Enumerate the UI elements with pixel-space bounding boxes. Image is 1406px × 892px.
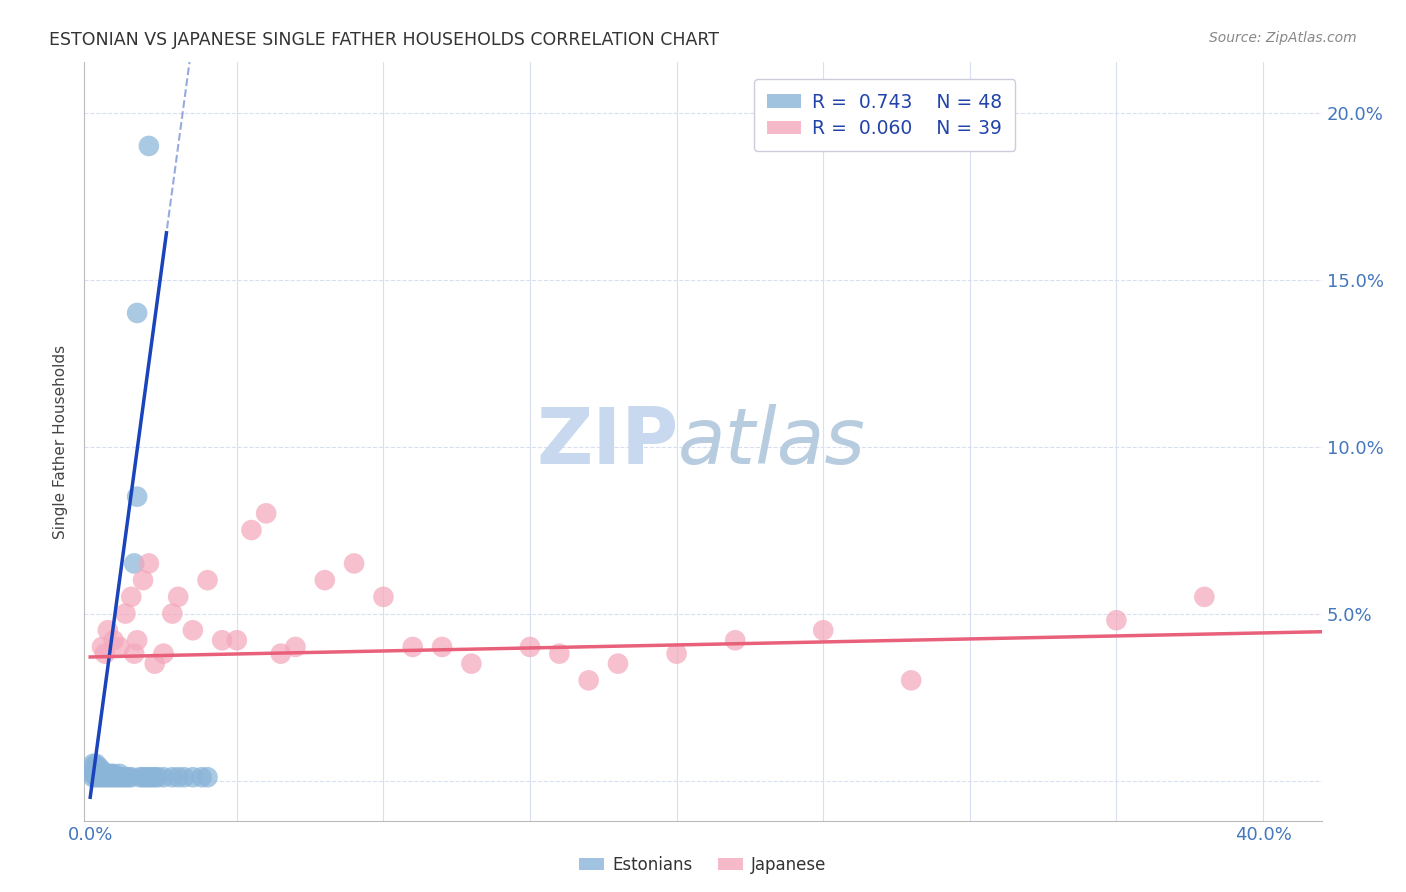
Point <box>82 756 104 771</box>
Point <box>108 640 131 654</box>
Point <box>84 770 107 784</box>
Point <box>373 590 395 604</box>
Point <box>94 770 117 784</box>
Point <box>84 756 107 771</box>
Point <box>84 767 107 781</box>
Point <box>120 590 142 604</box>
Point <box>94 767 117 781</box>
Point <box>82 767 104 781</box>
Point <box>84 760 107 774</box>
Point <box>132 573 155 587</box>
Point <box>132 770 155 784</box>
Point <box>120 770 142 784</box>
Point <box>197 573 219 587</box>
Point <box>84 764 107 778</box>
Point <box>167 590 190 604</box>
Point <box>87 767 110 781</box>
Point <box>181 770 204 784</box>
Point <box>94 647 117 661</box>
Point <box>190 770 212 784</box>
Point <box>314 573 336 587</box>
Point <box>108 767 131 781</box>
Point <box>1105 613 1128 627</box>
Point <box>430 640 453 654</box>
Point <box>91 767 114 781</box>
Legend: Estonians, Japanese: Estonians, Japanese <box>572 849 834 880</box>
Point <box>284 640 307 654</box>
Point <box>343 557 366 571</box>
Point <box>607 657 630 671</box>
Point <box>97 770 120 784</box>
Point <box>211 633 233 648</box>
Point <box>114 770 136 784</box>
Point <box>141 770 163 784</box>
Point <box>91 640 114 654</box>
Point <box>270 647 292 661</box>
Point <box>87 760 110 774</box>
Point <box>138 557 160 571</box>
Point <box>240 523 263 537</box>
Point <box>143 770 166 784</box>
Point <box>811 624 834 638</box>
Point <box>135 770 157 784</box>
Point <box>460 657 482 671</box>
Point <box>143 657 166 671</box>
Point <box>519 640 541 654</box>
Point <box>122 557 145 571</box>
Point <box>162 607 184 621</box>
Text: atlas: atlas <box>678 403 866 480</box>
Point <box>127 633 149 648</box>
Point <box>87 764 110 778</box>
Point <box>82 770 104 784</box>
Point <box>146 770 169 784</box>
Point <box>103 770 125 784</box>
Point <box>91 770 114 784</box>
Point <box>105 770 128 784</box>
Point <box>665 647 688 661</box>
Point <box>82 764 104 778</box>
Text: ZIP: ZIP <box>536 403 678 480</box>
Point <box>724 633 747 648</box>
Point <box>1194 590 1216 604</box>
Point <box>127 490 149 504</box>
Point <box>162 770 184 784</box>
Point <box>225 633 247 648</box>
Point <box>167 770 190 784</box>
Point <box>152 770 174 784</box>
Point <box>97 767 120 781</box>
Point <box>82 760 104 774</box>
Point <box>103 767 125 781</box>
Point <box>108 770 131 784</box>
Point <box>91 764 114 778</box>
Point <box>100 767 122 781</box>
Point <box>114 607 136 621</box>
Point <box>578 673 600 688</box>
Point <box>117 770 139 784</box>
Point <box>197 770 219 784</box>
Text: Source: ZipAtlas.com: Source: ZipAtlas.com <box>1209 31 1357 45</box>
Point <box>87 770 110 784</box>
Point <box>548 647 571 661</box>
Point <box>181 624 204 638</box>
Point <box>97 624 120 638</box>
Point <box>127 306 149 320</box>
Point <box>152 647 174 661</box>
Point <box>254 507 277 521</box>
Point <box>111 770 134 784</box>
Text: ESTONIAN VS JAPANESE SINGLE FATHER HOUSEHOLDS CORRELATION CHART: ESTONIAN VS JAPANESE SINGLE FATHER HOUSE… <box>49 31 720 49</box>
Point <box>100 770 122 784</box>
Point <box>900 673 922 688</box>
Point <box>402 640 425 654</box>
Point <box>138 139 160 153</box>
Point <box>122 647 145 661</box>
Point <box>103 633 125 648</box>
Point <box>173 770 195 784</box>
Point <box>129 770 152 784</box>
Y-axis label: Single Father Households: Single Father Households <box>53 344 69 539</box>
Point <box>138 770 160 784</box>
